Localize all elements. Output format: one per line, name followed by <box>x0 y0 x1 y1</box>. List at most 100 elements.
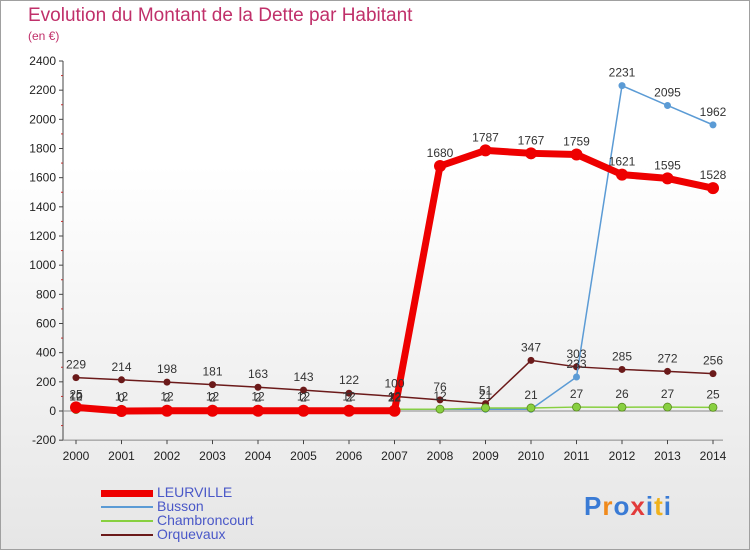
data-label: 2231 <box>609 66 636 80</box>
x-tick-label: 2003 <box>199 449 226 463</box>
y-tick-label: 2000 <box>29 112 56 126</box>
legend-swatch <box>101 489 153 497</box>
x-tick-label: 2002 <box>154 449 181 463</box>
data-point <box>300 386 307 394</box>
legend-label: Chambroncourt <box>157 512 254 528</box>
data-point <box>664 367 671 375</box>
data-label: 256 <box>703 354 723 368</box>
data-point <box>526 403 536 413</box>
legend-label: Busson <box>157 498 204 514</box>
data-label: 2 <box>255 391 262 405</box>
proxiti-logo: Proxiti <box>584 491 672 522</box>
logo-letter: x <box>630 491 646 521</box>
chart-title: Evolution du Montant de la Dette par Hab… <box>28 5 413 26</box>
logo-letter: t <box>654 491 664 521</box>
y-tick-label: 600 <box>36 317 56 331</box>
data-label: 12 <box>342 389 356 403</box>
data-point <box>481 403 490 413</box>
data-label: 285 <box>612 349 632 363</box>
data-label: 51 <box>479 384 493 398</box>
y-tick-label: 200 <box>36 375 56 389</box>
data-label: 1962 <box>700 105 727 119</box>
data-point <box>206 404 219 417</box>
data-point <box>709 121 717 129</box>
data-point <box>343 404 355 417</box>
x-tick-label: 2000 <box>63 449 90 463</box>
data-point <box>570 148 583 161</box>
data-point <box>708 402 718 412</box>
data-point <box>436 396 444 404</box>
data-label: 22 <box>388 391 402 405</box>
data-point <box>434 160 446 172</box>
x-tick-label: 2007 <box>381 449 408 463</box>
data-label: 12 <box>251 389 265 403</box>
data-point <box>297 404 310 417</box>
legend-swatch <box>101 534 153 536</box>
data-point <box>118 376 125 384</box>
y-tick-label: 400 <box>36 346 56 360</box>
y-tick-label: 1400 <box>29 200 56 214</box>
data-point <box>70 401 82 414</box>
legend-label: LEURVILLE <box>157 484 233 500</box>
x-tick-label: 2008 <box>427 449 454 463</box>
x-tick-label: 2006 <box>336 449 363 463</box>
data-label: 1621 <box>609 155 636 169</box>
y-tick-label: 1800 <box>29 142 56 156</box>
data-label: 229 <box>66 358 86 372</box>
data-label: 12 <box>206 389 220 403</box>
y-tick-label: 1600 <box>29 171 56 185</box>
data-label: 2095 <box>654 85 681 99</box>
x-tick-label: 2011 <box>564 449 590 463</box>
x-tick-label: 2014 <box>700 449 727 463</box>
x-tick-label: 2005 <box>290 449 317 463</box>
logo-letter: i <box>663 491 672 521</box>
data-point <box>527 356 535 364</box>
data-label: 2 <box>300 391 307 405</box>
data-label: 21 <box>524 388 538 402</box>
data-label: 2 <box>164 391 171 405</box>
data-point <box>435 404 445 414</box>
data-label: 21 <box>479 388 493 402</box>
data-point <box>479 144 492 157</box>
data-point <box>617 402 627 412</box>
data-label: 27 <box>570 387 584 401</box>
legend-swatch <box>101 506 153 508</box>
data-point <box>661 172 674 185</box>
data-label: 76 <box>433 380 447 394</box>
data-point <box>707 182 719 195</box>
x-tick-label: 2001 <box>108 449 135 463</box>
x-tick-label: 2013 <box>654 449 681 463</box>
data-label: 12 <box>160 389 174 403</box>
data-label: 163 <box>248 367 268 381</box>
data-label: 26 <box>615 387 629 401</box>
chart-subtitle: (en €) <box>28 29 60 43</box>
data-point <box>525 147 537 160</box>
y-tick-label: 1000 <box>29 258 56 272</box>
data-label: 272 <box>657 351 677 365</box>
legend-label: Orquevaux <box>157 526 226 542</box>
y-tick-label: 2400 <box>29 54 56 68</box>
logo-letter: i <box>645 491 655 521</box>
series-layer <box>70 82 719 417</box>
data-point <box>388 404 401 417</box>
data-point <box>709 370 717 378</box>
data-label: 10 <box>69 390 83 404</box>
data-label: 1680 <box>427 146 454 160</box>
data-point <box>573 373 580 381</box>
data-point <box>664 101 671 109</box>
data-label: 0 <box>118 391 125 405</box>
data-label: 1787 <box>472 130 499 144</box>
axes: -200020040060080010001200140016001800200… <box>29 54 726 463</box>
data-label: 1759 <box>563 134 590 148</box>
data-label: 1528 <box>700 168 727 182</box>
data-label: 12 <box>388 389 402 403</box>
y-tick-label: 2200 <box>29 83 56 97</box>
data-point <box>163 378 171 386</box>
x-tick-label: 2009 <box>472 449 499 463</box>
data-point <box>254 383 262 391</box>
data-point <box>345 389 353 397</box>
data-label: 303 <box>566 347 586 361</box>
